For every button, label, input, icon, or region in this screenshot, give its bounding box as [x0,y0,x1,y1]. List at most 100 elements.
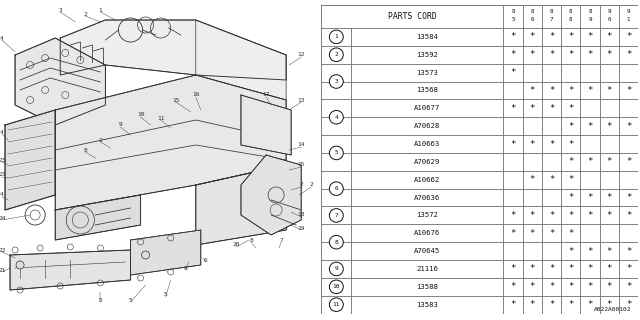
Bar [619,5,638,28]
Bar [523,28,542,46]
Text: *: * [568,193,573,202]
Bar [600,260,619,278]
Text: *: * [510,300,516,309]
Bar [619,100,638,117]
Bar [321,82,351,100]
Bar [542,171,561,188]
Text: *: * [549,175,554,184]
Bar [580,5,600,28]
Bar [321,242,351,260]
Bar [580,242,600,260]
Bar [523,188,542,206]
Text: 10: 10 [137,113,144,117]
Text: 7: 7 [550,17,553,22]
Bar [619,64,638,82]
Text: 0: 0 [607,17,611,22]
Bar [351,188,504,206]
Bar [321,296,351,314]
Text: *: * [510,50,516,59]
Bar [580,188,600,206]
Bar [561,224,580,242]
Text: *: * [588,247,593,256]
Text: *: * [549,86,554,95]
Bar [561,28,580,46]
Text: *: * [568,50,573,59]
Text: 8: 8 [83,148,87,153]
Bar [561,260,580,278]
Bar [600,100,619,117]
Text: 20: 20 [232,243,240,247]
Bar [600,28,619,46]
Circle shape [330,236,343,249]
Text: *: * [510,32,516,41]
Bar [542,5,561,28]
Text: *: * [510,211,516,220]
Bar [580,278,600,296]
Circle shape [330,298,343,311]
Text: 11: 11 [157,116,164,121]
Bar [504,224,523,242]
Bar [542,100,561,117]
Bar [321,260,351,278]
Text: 7: 7 [335,213,338,218]
Text: *: * [588,211,593,220]
Text: A70645: A70645 [414,248,440,254]
Bar [523,242,542,260]
Text: *: * [626,32,631,41]
Bar [542,206,561,224]
Bar [561,242,580,260]
Bar [504,46,523,64]
Bar [523,5,542,28]
Bar [580,28,600,46]
Bar [619,153,638,171]
Text: 23: 23 [0,172,6,178]
Text: A10663: A10663 [414,141,440,147]
Text: 9: 9 [627,9,630,14]
Text: *: * [626,157,631,166]
Text: *: * [588,32,593,41]
Bar [504,117,523,135]
Text: 6: 6 [335,186,338,191]
Text: *: * [530,50,535,59]
Bar [600,5,619,28]
Bar [321,28,351,46]
Text: *: * [568,175,573,184]
Bar [580,206,600,224]
Text: 17: 17 [262,92,270,98]
Text: 16: 16 [192,92,200,98]
Text: 9: 9 [335,267,338,271]
Text: *: * [626,300,631,309]
Bar [321,100,351,117]
Text: *: * [626,122,631,131]
Text: *: * [568,157,573,166]
Bar [351,242,504,260]
Bar [523,224,542,242]
Bar [619,206,638,224]
Text: 6: 6 [204,258,208,262]
Text: 10: 10 [333,284,340,289]
Bar [580,296,600,314]
Text: 3: 3 [58,7,62,12]
Text: 5: 5 [511,17,515,22]
Bar [561,5,580,28]
Text: 3: 3 [335,79,338,84]
Text: A10677: A10677 [414,105,440,111]
Text: 1: 1 [99,7,102,12]
Bar [504,82,523,100]
Text: 21: 21 [0,268,6,273]
Text: *: * [588,193,593,202]
Text: *: * [607,86,612,95]
Bar [600,278,619,296]
Bar [523,135,542,153]
Text: A70628: A70628 [414,123,440,129]
Bar [619,296,638,314]
Text: *: * [588,86,593,95]
Text: 5: 5 [335,150,338,156]
Text: 11: 11 [333,302,340,307]
Text: *: * [588,300,593,309]
Bar [600,296,619,314]
Bar [580,46,600,64]
Text: 6: 6 [531,17,534,22]
Text: *: * [588,264,593,274]
Bar [351,46,504,64]
